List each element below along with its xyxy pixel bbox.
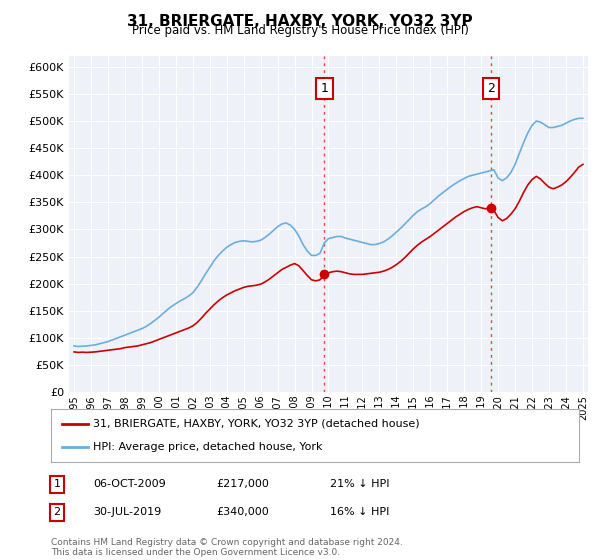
Text: £217,000: £217,000 [216, 479, 269, 489]
Text: 16% ↓ HPI: 16% ↓ HPI [330, 507, 389, 517]
Text: 31, BRIERGATE, HAXBY, YORK, YO32 3YP (detached house): 31, BRIERGATE, HAXBY, YORK, YO32 3YP (de… [93, 419, 420, 429]
Text: 21% ↓ HPI: 21% ↓ HPI [330, 479, 389, 489]
Text: 31, BRIERGATE, HAXBY, YORK, YO32 3YP: 31, BRIERGATE, HAXBY, YORK, YO32 3YP [127, 14, 473, 29]
Text: 2: 2 [53, 507, 61, 517]
Text: 1: 1 [320, 82, 328, 95]
Text: 2: 2 [487, 82, 495, 95]
Text: Contains HM Land Registry data © Crown copyright and database right 2024.
This d: Contains HM Land Registry data © Crown c… [51, 538, 403, 557]
Text: 30-JUL-2019: 30-JUL-2019 [93, 507, 161, 517]
Text: 1: 1 [53, 479, 61, 489]
Text: 06-OCT-2009: 06-OCT-2009 [93, 479, 166, 489]
Text: HPI: Average price, detached house, York: HPI: Average price, detached house, York [93, 442, 323, 452]
Text: Price paid vs. HM Land Registry's House Price Index (HPI): Price paid vs. HM Land Registry's House … [131, 24, 469, 36]
Text: £340,000: £340,000 [216, 507, 269, 517]
